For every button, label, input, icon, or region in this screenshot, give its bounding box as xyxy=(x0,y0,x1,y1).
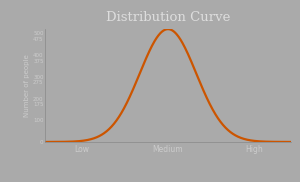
Title: Distribution Curve: Distribution Curve xyxy=(106,11,230,24)
Y-axis label: Number of people: Number of people xyxy=(24,54,30,117)
